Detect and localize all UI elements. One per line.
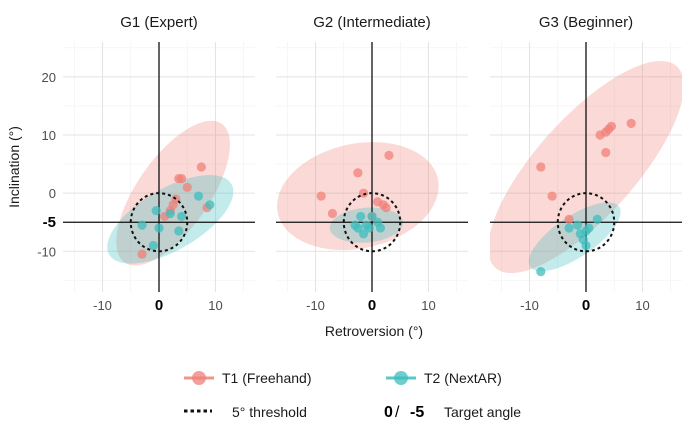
panel-title: G2 (Intermediate) (313, 14, 431, 31)
panel-title: G3 (Beginner) (539, 14, 633, 31)
x-tick-label: -10 (306, 298, 325, 313)
x-tick-label: 10 (421, 298, 435, 313)
legend-key-target-zero: 0 (384, 404, 393, 421)
plot-area (63, 42, 255, 292)
data-point-t1 (601, 147, 611, 158)
x-tick-label-target: 0 (582, 297, 590, 314)
panel-3: G3 (Beginner) (490, 14, 682, 292)
x-tick-label-target: 0 (155, 297, 163, 314)
data-point-t1 (384, 150, 394, 160)
panel-2: G2 (Intermediate) (276, 14, 468, 292)
y-axis: -10 0 10 20 -5 Inclination (°) (6, 70, 56, 259)
data-point-t2 (364, 223, 374, 233)
data-point-t2 (165, 208, 175, 219)
data-point-t2 (564, 223, 574, 233)
data-point-t1 (626, 118, 636, 128)
plot-area (490, 42, 682, 292)
legend-label-target: Target angle (444, 404, 521, 420)
threshold-circle (556, 192, 616, 253)
panel-title: G1 (Expert) (120, 14, 198, 31)
data-point-t2 (358, 229, 369, 239)
data-point-t2 (193, 191, 204, 201)
legend-key-point-t1 (192, 371, 206, 385)
panels-layer: G1 (Expert) G2 (Intermediate) G3 (Beginner… (63, 14, 682, 292)
legend-key-target-sep: / (395, 404, 400, 421)
threshold-circle (342, 192, 402, 253)
data-point-t2 (137, 220, 147, 230)
y-tick-label-target: -5 (43, 214, 56, 231)
data-point-t2 (536, 267, 546, 277)
confidence-ellipse-t1 (116, 120, 230, 266)
legend-label-t2: T2 (NextAR) (424, 370, 502, 386)
y-tick-label: 10 (42, 128, 56, 143)
data-point-t2 (353, 223, 363, 233)
data-point-t2 (592, 214, 602, 224)
plot-area (276, 42, 468, 292)
x-axis-title: Retroversion (°) (325, 323, 423, 339)
data-point-t1 (196, 162, 206, 172)
data-point-t1 (536, 162, 546, 172)
data-point-t2 (151, 206, 161, 216)
data-point-t2 (375, 223, 386, 233)
data-point-t1 (182, 182, 192, 192)
data-point-t2 (584, 223, 594, 233)
legend-label-threshold: 5° threshold (232, 404, 307, 420)
data-point-t1 (353, 168, 363, 178)
x-tick-label: 10 (208, 298, 222, 313)
legend-key-target-five: -5 (410, 404, 424, 421)
legend: T1 (Freehand) T2 (NextAR)5° threshold 0 / … (184, 370, 521, 421)
x-tick-label-target: 0 (368, 297, 376, 314)
data-point-t1 (381, 203, 391, 213)
data-point-t1 (358, 188, 369, 198)
data-point-t2 (148, 240, 158, 251)
y-tick-label: 0 (49, 186, 56, 201)
threshold-circle (129, 192, 189, 253)
y-tick-label: 20 (42, 70, 56, 85)
data-point-t1 (606, 121, 617, 131)
data-point-t1 (176, 174, 187, 184)
data-point-t1 (327, 208, 338, 219)
data-point-t1 (137, 249, 147, 259)
legend-key-point-t2 (394, 371, 408, 385)
data-point-t1 (564, 214, 574, 224)
x-tick-label: -10 (520, 298, 539, 313)
panel-1: G1 (Expert) (63, 14, 255, 292)
data-point-t2 (154, 223, 164, 233)
data-point-t2 (572, 220, 583, 230)
x-tick-label: -10 (93, 298, 112, 313)
data-point-t2 (581, 240, 591, 251)
data-point-t2 (367, 211, 377, 222)
x-axis: -10 0 10 -10 0 10 -10 0 10 Retroversion (°) (93, 297, 650, 339)
x-tick-label: 10 (635, 298, 649, 313)
data-point-t1 (547, 191, 557, 201)
y-tick-label: -10 (37, 244, 56, 259)
data-point-t2 (205, 200, 215, 210)
data-point-t2 (356, 211, 366, 222)
data-point-t2 (176, 211, 187, 222)
data-point-t1 (316, 191, 326, 201)
legend-label-t1: T1 (Freehand) (222, 370, 311, 386)
y-axis-title: Inclination (°) (6, 126, 22, 208)
data-point-t2 (174, 226, 184, 236)
